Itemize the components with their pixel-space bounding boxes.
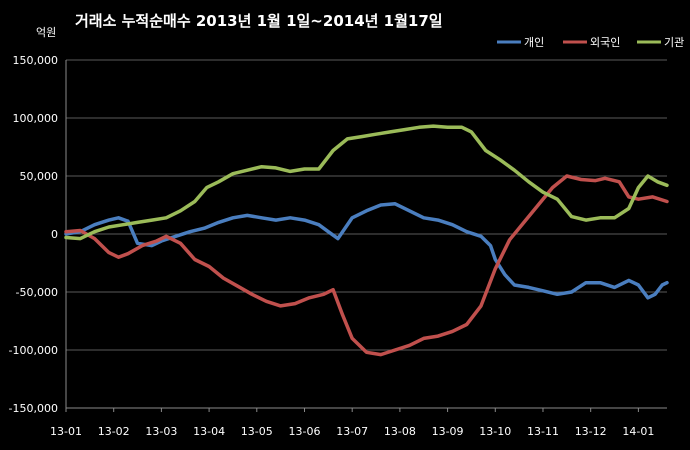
x-tick-label: 13-06 <box>289 425 321 438</box>
legend-label: 기관 <box>664 36 684 49</box>
y-axis-unit-label: 억원 <box>36 26 56 39</box>
x-axis-ticks: 13-01 13-02 13-03 13-04 13-05 13-06 13-07 13-08… <box>50 408 654 438</box>
series-line-외국인 <box>64 174 669 357</box>
x-tick-label: 13-03 <box>145 425 177 438</box>
legend-label: 외국인 <box>590 36 620 49</box>
gridlines <box>65 59 667 409</box>
series-line-기관 <box>64 124 669 241</box>
series-lines <box>64 124 669 357</box>
x-tick-label: 13-12 <box>575 425 607 438</box>
series-line-개인 <box>64 202 669 300</box>
x-tick-label: 13-10 <box>479 425 511 438</box>
x-tick-label: 13-07 <box>336 425 368 438</box>
chart-title: 거래소 누적순매수 2013년 1월 1일~2014년 1월17일 <box>75 12 443 30</box>
y-tick-label: -50,000 <box>16 286 58 299</box>
y-tick-label: 50,000 <box>20 170 59 183</box>
x-tick-label: 13-08 <box>384 425 416 438</box>
x-tick-label: 13-11 <box>527 425 559 438</box>
y-axis-ticks: -150,000 -100,000 -50,000 0 50,000 100,000 150… <box>9 54 58 415</box>
x-tick-label: 13-09 <box>432 425 464 438</box>
legend-label: 개인 <box>524 36 544 49</box>
x-tick-label: 13-02 <box>98 425 130 438</box>
x-tick-label: 13-04 <box>193 425 225 438</box>
x-tick-label: 13-05 <box>241 425 273 438</box>
y-tick-label: 0 <box>51 228 58 241</box>
y-tick-label: 100,000 <box>13 112 59 125</box>
y-tick-label: 150,000 <box>13 54 59 67</box>
x-tick-label: 13-01 <box>50 425 82 438</box>
y-tick-label: -150,000 <box>9 402 58 415</box>
x-tick-label: 14-01 <box>622 425 654 438</box>
y-tick-label: -100,000 <box>9 344 58 357</box>
legend: 개인 외국인 기관 <box>497 36 684 49</box>
